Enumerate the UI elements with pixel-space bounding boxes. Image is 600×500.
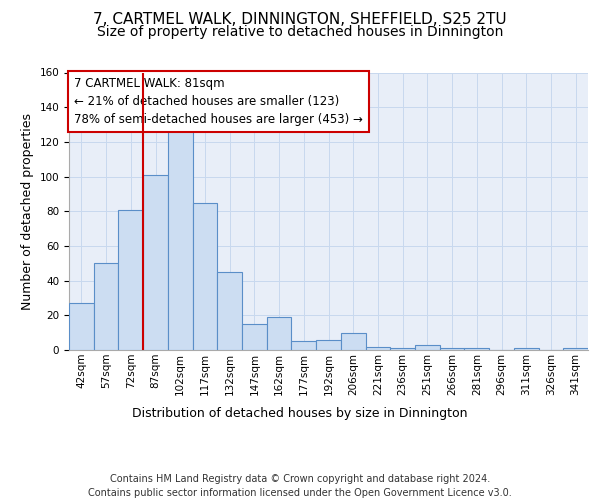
Bar [440, 348, 464, 350]
Text: Size of property relative to detached houses in Dinnington: Size of property relative to detached ho… [97, 25, 503, 39]
Bar [365, 346, 390, 350]
Y-axis label: Number of detached properties: Number of detached properties [21, 113, 34, 310]
Bar [118, 210, 143, 350]
Bar [341, 332, 365, 350]
Text: Contains HM Land Registry data © Crown copyright and database right 2024.
Contai: Contains HM Land Registry data © Crown c… [88, 474, 512, 498]
Bar [514, 348, 539, 350]
Text: 7 CARTMEL WALK: 81sqm
← 21% of detached houses are smaller (123)
78% of semi-det: 7 CARTMEL WALK: 81sqm ← 21% of detached … [74, 76, 363, 126]
Bar [69, 303, 94, 350]
Bar [316, 340, 341, 350]
Bar [292, 342, 316, 350]
Bar [563, 348, 588, 350]
Bar [168, 123, 193, 350]
Bar [217, 272, 242, 350]
Bar [415, 345, 440, 350]
Bar [94, 264, 118, 350]
Text: 7, CARTMEL WALK, DINNINGTON, SHEFFIELD, S25 2TU: 7, CARTMEL WALK, DINNINGTON, SHEFFIELD, … [93, 12, 507, 28]
Bar [242, 324, 267, 350]
Bar [143, 175, 168, 350]
Bar [267, 317, 292, 350]
Bar [193, 202, 217, 350]
Bar [464, 348, 489, 350]
Text: Distribution of detached houses by size in Dinnington: Distribution of detached houses by size … [132, 408, 468, 420]
Bar [390, 348, 415, 350]
